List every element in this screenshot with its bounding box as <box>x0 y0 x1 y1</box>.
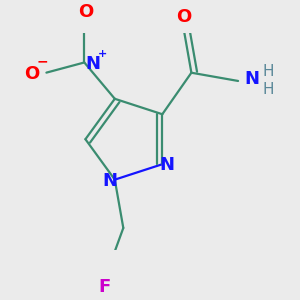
Text: O: O <box>176 8 191 26</box>
Text: O: O <box>78 3 94 21</box>
Text: N: N <box>85 55 100 73</box>
Text: H: H <box>262 82 274 97</box>
Text: −: − <box>37 54 48 68</box>
Text: N: N <box>160 156 175 174</box>
Text: +: + <box>98 49 107 59</box>
Text: F: F <box>99 278 111 296</box>
Text: O: O <box>24 65 39 83</box>
Text: N: N <box>244 70 260 88</box>
Text: N: N <box>102 172 117 190</box>
Text: H: H <box>262 64 274 79</box>
